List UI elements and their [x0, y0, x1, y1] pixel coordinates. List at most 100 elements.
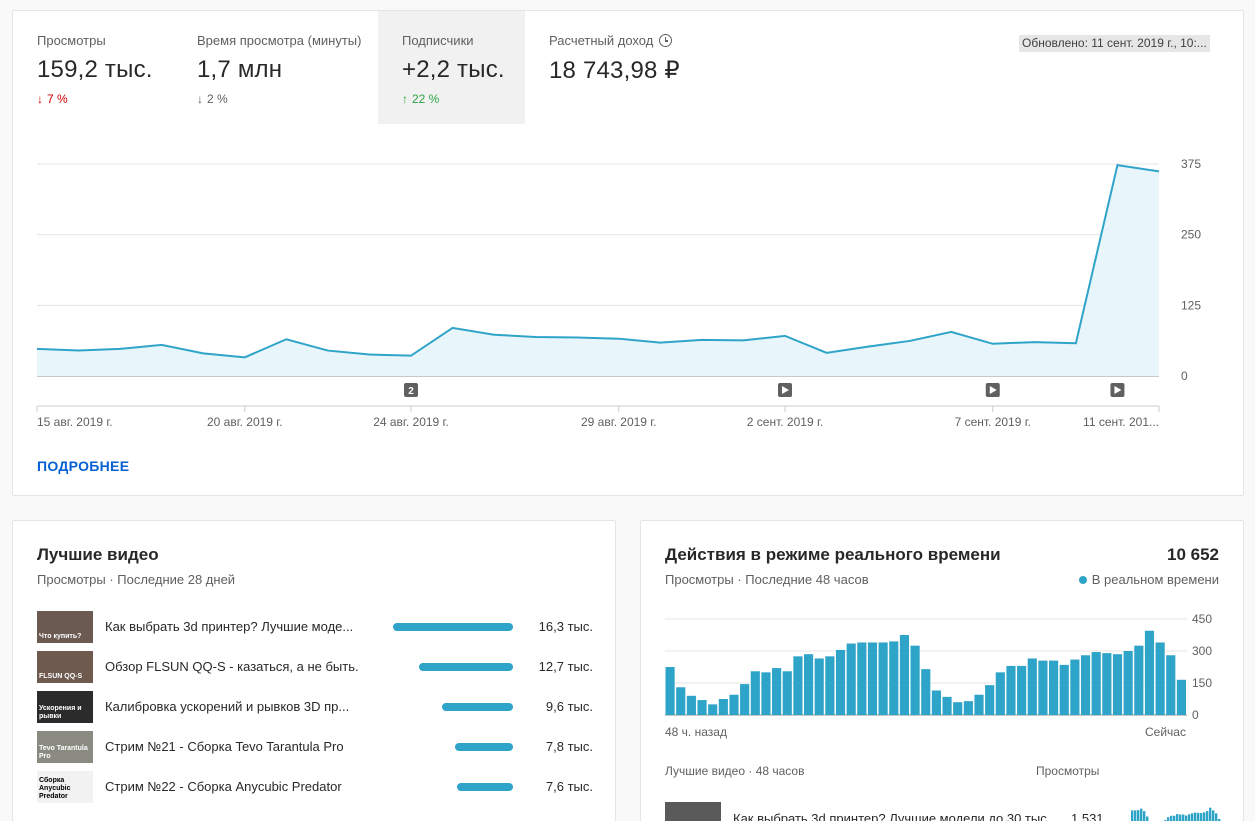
video-views: 7,6 тыс.: [545, 779, 593, 794]
bar: [1038, 660, 1048, 715]
bar: [740, 684, 750, 715]
x-tick-label: 11 сент. 201...: [1083, 415, 1159, 429]
bar: [1049, 660, 1059, 715]
bar: [1080, 655, 1091, 715]
more-link[interactable]: ПОДРОБНЕЕ: [37, 458, 130, 474]
sparkline-bar: [1176, 814, 1179, 821]
video-thumbnail[interactable]: [665, 802, 721, 821]
sparkline-bar: [1197, 812, 1200, 821]
sparkline-bar: [1200, 813, 1203, 821]
video-thumbnail[interactable]: Tevo Tarantula Pro: [37, 731, 93, 763]
metric-delta: ↓ 7 %: [37, 92, 68, 106]
sparkline-bar: [1206, 811, 1209, 821]
video-title[interactable]: Стрим №21 - Сборка Tevo Tarantula Pro: [105, 739, 344, 754]
views-column-label: Просмотры: [1036, 764, 1100, 778]
series-line: [36, 164, 1160, 359]
bar: [803, 654, 814, 715]
video-views: 16,3 тыс.: [538, 619, 593, 634]
metric-subscribers[interactable]: Подписчики +2,2 тыс. ↑ 22 %: [378, 11, 525, 124]
arrow-up-icon: ↑: [402, 92, 408, 106]
metric-value: 1,7 млн: [197, 56, 283, 83]
sparkline-bar: [1194, 812, 1197, 821]
video-views: 9,6 тыс.: [545, 699, 593, 714]
sparkline-bar: [1185, 815, 1188, 821]
metric-label: Расчетный доход: [549, 33, 725, 48]
bar: [1070, 659, 1080, 715]
bar: [1091, 652, 1101, 715]
video-thumbnail[interactable]: Ускорения и рывки: [37, 691, 93, 723]
video-title[interactable]: Стрим №22 - Сборка Anycubic Predator: [105, 779, 342, 794]
sparkline-bar: [1179, 814, 1182, 821]
video-thumbnail[interactable]: Что купить?: [37, 611, 93, 643]
bar: [772, 668, 782, 715]
arrow-down-icon: ↓: [197, 92, 203, 106]
bar: [1027, 658, 1037, 715]
bar: [1123, 651, 1133, 715]
x-start-label: 48 ч. назад: [665, 725, 727, 739]
video-thumbnail[interactable]: FLSUN QQ-S: [37, 651, 93, 683]
thumbnail-text: Ускорения и рывки: [39, 705, 82, 720]
video-thumbnail[interactable]: Сборка Anycubic Predator: [37, 771, 93, 803]
video-title[interactable]: Обзор FLSUN QQ-S - казаться, а не быть.: [105, 659, 359, 674]
realtime-top-video-title[interactable]: Как выбрать 3d принтер? Лучшие модели до…: [733, 811, 1058, 821]
video-views: 7,8 тыс.: [545, 739, 593, 754]
bar: [1059, 664, 1069, 715]
video-views: 12,7 тыс.: [538, 659, 593, 674]
bar: [931, 690, 941, 715]
x-tick-label: 24 авг. 2019 г.: [373, 415, 449, 429]
bar: [995, 672, 1005, 715]
y-tick-label: 300: [1192, 644, 1212, 658]
bar: [1006, 665, 1016, 715]
bar: [665, 667, 675, 715]
bar: [1166, 655, 1176, 715]
video-title[interactable]: Калибровка ускорений и рывков 3D пр...: [105, 699, 350, 714]
sparkline-bar: [1182, 814, 1185, 821]
bar: [867, 642, 878, 715]
bar: [1155, 642, 1165, 715]
bar: [676, 687, 686, 715]
x-tick-label: 7 сент. 2019 г.: [955, 415, 1031, 429]
bar: [846, 643, 856, 715]
card-subtitle: Просмотры · Последние 48 часов: [665, 572, 869, 587]
bar: [793, 656, 803, 715]
card-title: Действия в режиме реального времени: [665, 545, 1001, 564]
y-tick-label: 375: [1181, 157, 1201, 171]
realtime-total: 10 652: [1167, 545, 1219, 564]
video-row[interactable]: Что купить? Как выбрать 3d принтер? Лучши…: [37, 611, 597, 645]
card-subtitle: Просмотры · Последние 28 дней: [37, 572, 236, 587]
video-row[interactable]: Tevo Tarantula Pro Стрим №21 - Сборка Tev…: [37, 731, 597, 765]
top-videos-48h-label: Лучшие видео · 48 часов: [665, 764, 805, 778]
x-tick-label: 29 авг. 2019 г.: [581, 415, 657, 429]
bar: [686, 695, 696, 715]
bar: [814, 658, 824, 715]
metric-views[interactable]: Просмотры 159,2 тыс. ↓ 7 %: [13, 11, 173, 124]
bar: [942, 696, 952, 715]
video-row[interactable]: FLSUN QQ-S Обзор FLSUN QQ-S - казаться, а…: [37, 651, 597, 685]
sparkline-bar: [1188, 814, 1191, 821]
sparkline-bar: [1170, 815, 1173, 821]
bar: [1144, 630, 1155, 715]
arrow-down-icon: ↓: [37, 92, 43, 106]
metric-value: 18 743,98 ₽: [549, 57, 680, 84]
metric-watch-time[interactable]: Время просмотра (минуты) 1,7 млн ↓ 2 %: [173, 11, 378, 124]
views-bar: [393, 623, 513, 631]
views-bar: [455, 743, 513, 751]
video-title[interactable]: Как выбрать 3d принтер? Лучшие моде...: [105, 619, 354, 634]
metric-revenue[interactable]: Расчетный доход 18 743,98 ₽: [525, 11, 725, 124]
bar: [782, 671, 792, 715]
bar: [1102, 653, 1112, 715]
video-row[interactable]: Ускорения и рывки Калибровка ускорений и …: [37, 691, 597, 725]
bar: [921, 669, 931, 715]
video-row[interactable]: Сборка Anycubic Predator Стрим №22 - Сбор…: [37, 771, 597, 805]
realtime-card: Действия в режиме реального времени Прос…: [640, 520, 1244, 821]
views-bar: [442, 703, 513, 711]
metric-label: Время просмотра (минуты): [197, 33, 362, 48]
clock-icon: [659, 34, 673, 47]
sparkline-bar: [1137, 810, 1140, 821]
sparkline-bar: [1131, 810, 1134, 821]
bar: [761, 672, 771, 715]
bar: [899, 635, 910, 715]
sparkline-bar: [1215, 813, 1218, 821]
bar: [878, 642, 888, 715]
sparkline-bar: [1218, 818, 1221, 821]
